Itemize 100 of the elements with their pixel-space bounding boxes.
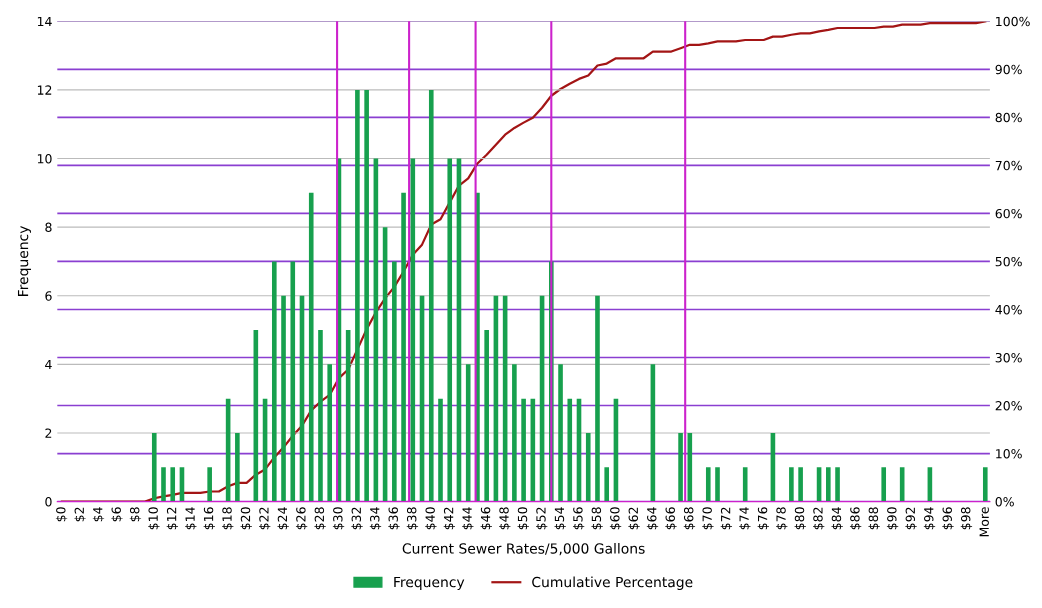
x-tick-label: $46	[480, 507, 492, 530]
bar	[318, 330, 323, 502]
bar	[678, 432, 683, 502]
y2-tick-label: 90%	[995, 64, 1022, 75]
x-tick-label: $30	[332, 507, 345, 530]
x-tick-label: $76	[757, 507, 769, 530]
x-tick-label: $96	[942, 507, 954, 530]
y2-tick-label: 80%	[995, 112, 1022, 123]
y2-tick-label: 10%	[996, 449, 1022, 459]
bar	[428, 89, 434, 502]
x-tick-label: $8	[129, 507, 142, 522]
bar	[826, 467, 831, 502]
x-tick-label: $70	[702, 507, 714, 530]
x-tick-label: $10	[148, 507, 160, 530]
bar	[567, 398, 573, 502]
x-tick-label: $24	[277, 507, 289, 530]
x-tick-label: $20	[240, 507, 252, 530]
x-tick-label: $94	[923, 507, 936, 530]
x-tick-label: $66	[665, 507, 677, 530]
x-tick-label: $60	[609, 507, 622, 530]
bar	[290, 261, 296, 502]
y2-tick-label: 30%	[995, 352, 1022, 363]
x-tick-label: $64	[646, 507, 659, 530]
bar	[271, 261, 277, 502]
bar	[484, 330, 489, 502]
bar	[392, 261, 397, 502]
bar	[521, 398, 526, 502]
y2-tick-label: 0%	[995, 497, 1014, 507]
bar	[308, 192, 314, 502]
x-tick-label: $54	[554, 507, 566, 530]
bar	[789, 467, 794, 502]
x-tick-label: $0	[55, 507, 68, 522]
x-tick-label: $98	[960, 507, 973, 530]
x-tick-label: $6	[111, 507, 123, 522]
x-tick-label: $92	[905, 507, 917, 530]
x-tick-label: $86	[849, 507, 862, 530]
bar	[512, 364, 517, 502]
x-tick-label: $80	[794, 507, 806, 530]
x-tick-label: $16	[203, 507, 215, 530]
x-tick-label: $18	[222, 507, 234, 530]
x-tick-label: $48	[499, 507, 511, 530]
x-tick-label: $12	[166, 507, 179, 530]
bar	[207, 467, 212, 502]
x-tick-label: $72	[720, 507, 733, 530]
bar	[585, 432, 591, 502]
y-tick-label: 8	[45, 222, 52, 233]
x-tick-label: $88	[868, 507, 880, 530]
x-tick-label: $90	[886, 507, 899, 530]
x-tick-label: $32	[351, 507, 363, 530]
y2-tick-label: 50%	[995, 256, 1022, 267]
x-tick-label: $42	[443, 507, 456, 530]
bar	[170, 467, 176, 502]
bar	[595, 295, 600, 502]
bar	[835, 467, 840, 502]
bar	[558, 364, 563, 502]
bar	[327, 364, 333, 502]
legend-label: Cumulative Percentage	[532, 576, 693, 590]
x-tick-label: $44	[462, 507, 474, 530]
x-tick-label: More	[979, 507, 989, 537]
x-tick-label: $78	[776, 507, 788, 530]
x-tick-label: $22	[259, 507, 271, 530]
x-tick-label: $26	[295, 507, 308, 530]
x-tick-label: $4	[92, 507, 105, 522]
bar	[364, 89, 369, 502]
bar	[355, 89, 360, 502]
bar	[742, 467, 748, 502]
x-axis-title: Current Sewer Rates/5,000 Gallons	[402, 543, 645, 556]
bar	[604, 467, 610, 502]
y2-tick-label: 60%	[995, 208, 1022, 219]
bar	[235, 432, 240, 502]
y-axis-title: Frequency	[17, 225, 31, 296]
x-tick-label: $36	[388, 507, 400, 530]
y-tick-label: 14	[37, 16, 52, 27]
bar	[151, 432, 157, 502]
y-tick-label: 0	[45, 497, 52, 507]
x-tick-label: $2	[74, 507, 86, 522]
bar	[705, 467, 711, 502]
y-tick-label: 12	[37, 85, 52, 95]
x-tick-label: $82	[813, 507, 825, 530]
x-tick-label: $74	[739, 507, 751, 530]
x-tick-label: $14	[185, 507, 197, 530]
bar	[881, 467, 887, 502]
bar	[715, 467, 720, 502]
x-tick-label: $58	[591, 507, 603, 530]
bar	[281, 295, 286, 502]
x-tick-label: $34	[369, 507, 382, 530]
y2-tick-label: 40%	[995, 304, 1022, 315]
line-series	[60, 21, 987, 502]
y2-tick-label: 20%	[995, 401, 1022, 411]
bar	[798, 467, 803, 502]
y2-tick-label: 100%	[996, 16, 1030, 27]
bar	[465, 364, 471, 502]
y-tick-label: 6	[45, 291, 52, 301]
x-tick-label: $38	[406, 507, 419, 530]
x-tick-label: $52	[536, 507, 548, 530]
y2-tick-label: 70%	[995, 160, 1022, 171]
y-tick-label: 10	[37, 153, 52, 164]
bar	[438, 398, 443, 502]
bar	[447, 158, 453, 502]
x-tick-label: $56	[572, 507, 585, 530]
